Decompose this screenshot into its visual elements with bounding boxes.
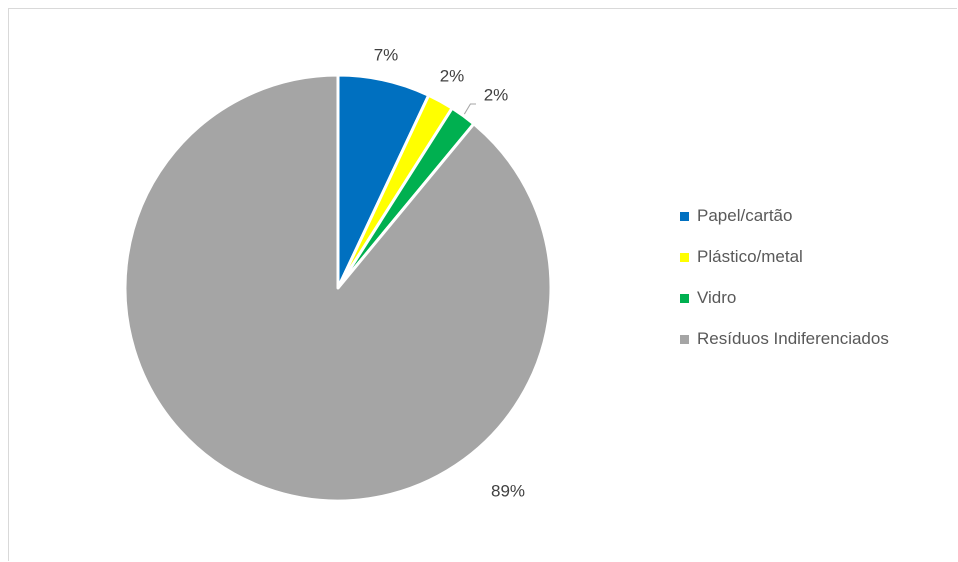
legend-label: Plástico/metal bbox=[697, 247, 803, 266]
legend-item-vidro: Vidro bbox=[680, 288, 889, 308]
legend-swatch bbox=[680, 293, 689, 303]
legend-item-plastico-metal: Plástico/metal bbox=[680, 247, 889, 267]
leader-line bbox=[463, 103, 476, 115]
legend-label: Resíduos Indiferenciados bbox=[697, 329, 889, 348]
data-label-plastico-metal: 2% bbox=[440, 66, 465, 85]
legend-swatch bbox=[680, 252, 689, 262]
legend: Papel/cartão Plástico/metal Vidro Resídu… bbox=[680, 206, 889, 370]
data-label-residuos-indiferenciados: 89% bbox=[491, 481, 525, 500]
legend-label: Papel/cartão bbox=[697, 206, 793, 225]
legend-item-papel-cartao: Papel/cartão bbox=[680, 206, 889, 226]
legend-swatch bbox=[680, 211, 689, 221]
chart-area bbox=[8, 8, 957, 561]
legend-item-residuos-indiferenciados: Resíduos Indiferenciados bbox=[680, 329, 889, 349]
data-label-papel-cartao: 7% bbox=[374, 45, 399, 64]
data-label-vidro: 2% bbox=[484, 85, 509, 104]
legend-label: Vidro bbox=[697, 288, 737, 307]
pie-slice-residuos-indiferenciados bbox=[123, 73, 553, 503]
legend-swatch bbox=[680, 334, 689, 344]
